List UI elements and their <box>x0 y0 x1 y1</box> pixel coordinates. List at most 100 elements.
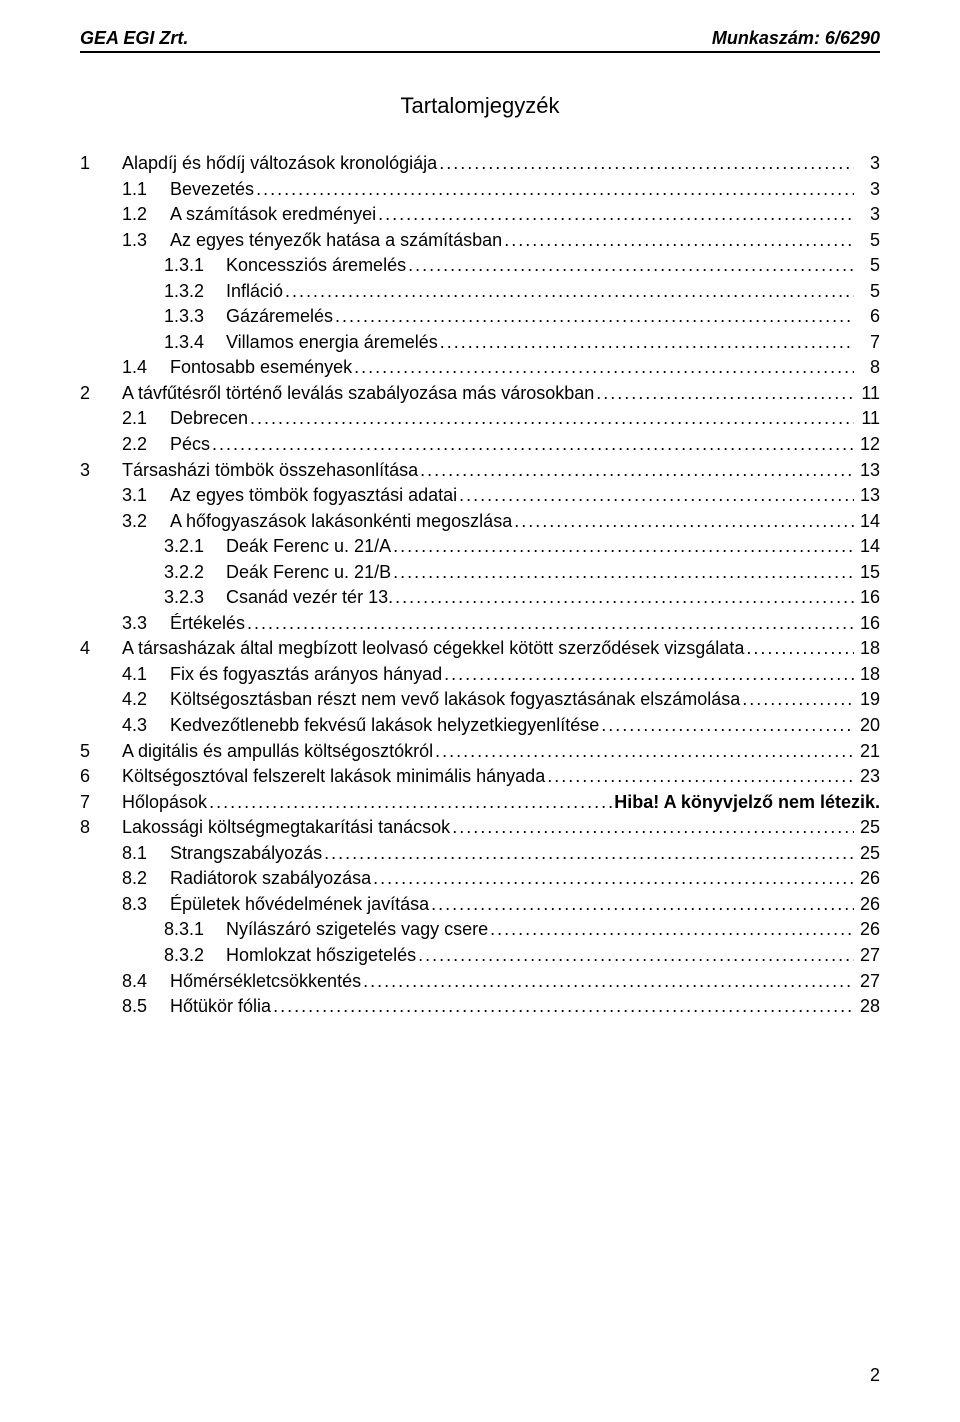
toc-entry: 4.3Kedvezőtlenebb fekvésű lakások helyze… <box>80 713 880 739</box>
toc-error-text: Hiba! A könyvjelző nem létezik. <box>614 790 880 816</box>
toc-title: Tartalomjegyzék <box>80 93 880 119</box>
toc-number: 8.2 <box>122 866 170 892</box>
toc-leader <box>429 892 854 918</box>
toc-number: 4.2 <box>122 687 170 713</box>
toc-page: 19 <box>854 687 880 713</box>
toc-text: Alapdíj és hődíj változások kronológiája <box>122 151 437 177</box>
header-left: GEA EGI Zrt. <box>80 28 188 49</box>
toc-text: Homlokzat hőszigetelés <box>226 943 416 969</box>
toc-text: Radiátorok szabályozása <box>170 866 371 892</box>
page-number: 2 <box>870 1365 880 1386</box>
toc-entry: 8.3.1Nyílászáró szigetelés vagy csere26 <box>80 917 880 943</box>
toc-text: Hőmérsékletcsökkentés <box>170 969 361 995</box>
toc-leader <box>283 279 854 305</box>
toc-text: Hőlopások <box>122 790 207 816</box>
toc-number: 3.2.2 <box>164 560 226 586</box>
toc-leader <box>599 713 854 739</box>
toc-page: 5 <box>854 253 880 279</box>
toc-leader <box>502 228 854 254</box>
toc-page: 27 <box>854 969 880 995</box>
toc-text: Deák Ferenc u. 21/B <box>226 560 391 586</box>
toc-entry: 2A távfűtésről történő leválás szabályoz… <box>80 381 880 407</box>
toc-page: 26 <box>854 866 880 892</box>
toc-leader <box>416 943 854 969</box>
toc-text: Bevezetés <box>170 177 254 203</box>
toc-entry: 4.1Fix és fogyasztás arányos hányad18 <box>80 662 880 688</box>
toc-leader <box>488 917 854 943</box>
toc-text: Fontosabb események <box>170 355 352 381</box>
toc-number: 1.3 <box>122 228 170 254</box>
toc-number: 8.3.2 <box>164 943 226 969</box>
toc-entry: 3.2.2Deák Ferenc u. 21/B 15 <box>80 560 880 586</box>
toc-leader <box>352 355 854 381</box>
toc-page: 18 <box>854 662 880 688</box>
toc-text: Lakossági költségmegtakarítási tanácsok <box>122 815 450 841</box>
toc-number: 3.2 <box>122 509 170 535</box>
toc-page: 25 <box>854 815 880 841</box>
toc-leader <box>361 969 854 995</box>
toc-leader <box>512 509 854 535</box>
toc-page: 13 <box>854 483 880 509</box>
toc-entry: 3.2.1Deák Ferenc u. 21/A14 <box>80 534 880 560</box>
toc-leader <box>371 866 854 892</box>
toc-leader <box>450 815 854 841</box>
toc-entry: 4A társasházak által megbízott leolvasó … <box>80 636 880 662</box>
toc-text: Értékelés <box>170 611 245 637</box>
toc-entry: 1.3.3Gázáremelés6 <box>80 304 880 330</box>
toc-entry: 1.3.2Infláció5 <box>80 279 880 305</box>
toc-number: 8 <box>80 815 122 841</box>
toc-page: 3 <box>854 202 880 228</box>
toc-leader <box>437 151 854 177</box>
toc-text: A hőfogyaszások lakásonkénti megoszlása <box>170 509 512 535</box>
toc-leader <box>393 585 854 611</box>
toc-leader <box>248 406 854 432</box>
toc-page: 11 <box>854 381 880 407</box>
toc-page: 27 <box>854 943 880 969</box>
toc-page: 14 <box>854 509 880 535</box>
toc-leader <box>433 739 854 765</box>
toc-leader <box>333 304 854 330</box>
toc-entry: 7Hőlopások Hiba! A könyvjelző nem létezik… <box>80 790 880 816</box>
toc-number: 4 <box>80 636 122 662</box>
toc-text: Társasházi tömbök összehasonlítása <box>122 458 418 484</box>
toc-text: Nyílászáró szigetelés vagy csere <box>226 917 488 943</box>
toc-number: 8.3 <box>122 892 170 918</box>
toc-leader <box>457 483 854 509</box>
toc-text: A társasházak által megbízott leolvasó c… <box>122 636 744 662</box>
toc-leader <box>740 687 854 713</box>
toc-page: 13 <box>854 458 880 484</box>
toc-number: 3 <box>80 458 122 484</box>
toc-number: 4.3 <box>122 713 170 739</box>
toc-text: Koncessziós áremelés <box>226 253 406 279</box>
toc-entry: 8.4Hőmérsékletcsökkentés27 <box>80 969 880 995</box>
toc-page: 28 <box>854 994 880 1020</box>
toc-entry: 3.3Értékelés16 <box>80 611 880 637</box>
toc-number: 3.2.3 <box>164 585 226 611</box>
toc-number: 1.4 <box>122 355 170 381</box>
toc-entry: 3.1Az egyes tömbök fogyasztási adatai13 <box>80 483 880 509</box>
toc-entry: 3.2A hőfogyaszások lakásonkénti megoszlá… <box>80 509 880 535</box>
toc-number: 2.1 <box>122 406 170 432</box>
toc-page: 5 <box>854 279 880 305</box>
toc-entry: 8.2Radiátorok szabályozása 26 <box>80 866 880 892</box>
toc-entry: 3Társasházi tömbök összehasonlítása 13 <box>80 458 880 484</box>
toc-text: Költségosztóval felszerelt lakások minim… <box>122 764 545 790</box>
toc-number: 7 <box>80 790 122 816</box>
toc-leader <box>254 177 854 203</box>
toc-text: Fix és fogyasztás arányos hányad <box>170 662 442 688</box>
toc-entry: 1.3.4Villamos energia áremelés7 <box>80 330 880 356</box>
toc-page: 26 <box>854 892 880 918</box>
toc-entry: 2.2Pécs12 <box>80 432 880 458</box>
toc-leader <box>376 202 854 228</box>
toc-leader <box>442 662 854 688</box>
toc-entry: 8.1Strangszabályozás25 <box>80 841 880 867</box>
toc-page: 15 <box>854 560 880 586</box>
toc-number: 2 <box>80 381 122 407</box>
toc-number: 1.1 <box>122 177 170 203</box>
toc-number: 3.3 <box>122 611 170 637</box>
toc-page: 21 <box>854 739 880 765</box>
toc-page: 14 <box>854 534 880 560</box>
toc-text: Deák Ferenc u. 21/A <box>226 534 391 560</box>
toc-text: Kedvezőtlenebb fekvésű lakások helyzetki… <box>170 713 599 739</box>
toc-leader <box>545 764 854 790</box>
